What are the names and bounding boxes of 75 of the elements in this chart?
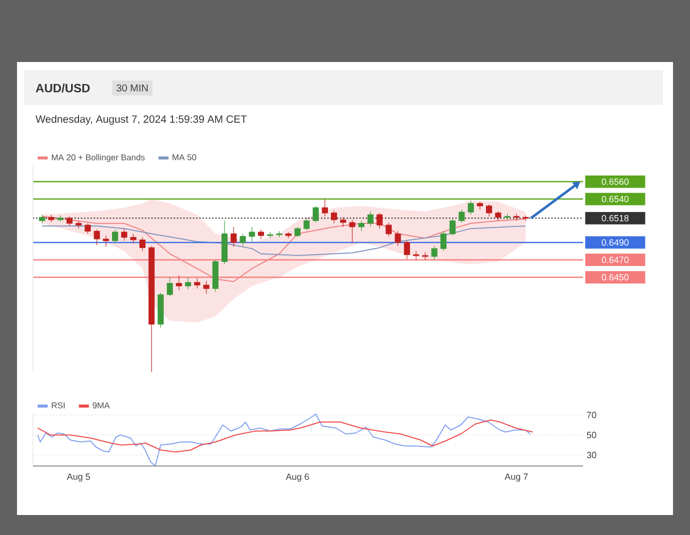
candlestick xyxy=(121,228,128,242)
candlestick xyxy=(513,214,520,222)
legend-label: RSI xyxy=(52,402,65,408)
candlestick xyxy=(185,276,192,290)
candlestick xyxy=(450,218,456,236)
candlestick xyxy=(212,260,218,292)
candlestick xyxy=(358,220,364,232)
y-tick-label: 0.6470 xyxy=(602,256,629,264)
candlestick xyxy=(276,230,282,238)
legend-label: MA 20 + Bollinger Bands xyxy=(52,154,145,162)
candlestick xyxy=(330,210,338,224)
line-series xyxy=(42,225,526,256)
candlestick xyxy=(240,233,246,246)
candlestick xyxy=(340,216,346,228)
chart-title: AUD/USD xyxy=(36,84,90,92)
y-tick-label: 0.6560 xyxy=(602,178,629,185)
candlestick xyxy=(48,214,54,223)
candlestick xyxy=(349,220,356,243)
candlestick xyxy=(413,250,420,260)
candlestick xyxy=(139,236,146,252)
candlestick xyxy=(386,222,392,237)
line-series xyxy=(37,419,534,452)
candlestick xyxy=(166,276,173,297)
candlestick xyxy=(130,233,136,244)
candlestick xyxy=(422,252,428,260)
candlestick xyxy=(285,232,292,238)
candlestick xyxy=(203,280,210,294)
candlestick xyxy=(367,210,374,228)
candlestick xyxy=(194,278,200,289)
candlestick xyxy=(76,220,82,229)
candlestick xyxy=(66,216,73,226)
candlestick xyxy=(248,226,255,243)
candlestick xyxy=(312,206,319,223)
candlestick xyxy=(294,226,301,238)
legend-label: MA 50 xyxy=(172,154,196,160)
y-tick-label: 70 xyxy=(587,412,596,418)
candlestick xyxy=(404,240,410,260)
candlestick xyxy=(458,209,465,223)
candlestick xyxy=(468,200,474,215)
y-tick-label: 0.6518 xyxy=(602,214,629,222)
line-series xyxy=(37,413,531,466)
x-tick-label: Aug 7 xyxy=(504,474,528,482)
chart-subtitle: Wednesday, August 7, 2024 1:59:39 AM CET xyxy=(36,115,247,125)
candlestick xyxy=(112,229,118,244)
candlestick xyxy=(222,220,228,265)
candlestick xyxy=(267,232,274,238)
candlestick xyxy=(102,235,110,248)
legend-label: 9MA xyxy=(92,402,110,408)
candlestick xyxy=(440,230,446,252)
x-tick-label: Aug 6 xyxy=(286,474,309,482)
candlestick xyxy=(376,212,383,229)
candlestick xyxy=(176,275,182,291)
candlestick xyxy=(158,292,164,328)
x-tick-label: Aug 5 xyxy=(66,474,90,482)
candlestick xyxy=(94,229,100,246)
candlestick xyxy=(522,215,529,222)
y-tick-label: 50 xyxy=(586,432,596,438)
candlestick xyxy=(230,226,237,248)
text: 30 MIN xyxy=(116,84,148,92)
y-tick-label: 0.6540 xyxy=(602,196,629,202)
candlestick xyxy=(495,210,502,222)
candlestick xyxy=(431,246,438,260)
candlestick xyxy=(148,246,155,372)
y-tick-label: 0.6450 xyxy=(602,274,629,280)
y-tick-label: 0.6490 xyxy=(602,239,629,246)
candlestick xyxy=(394,230,401,246)
y-tick-label: 30 xyxy=(586,452,596,458)
candlestick xyxy=(504,214,510,220)
candlestick xyxy=(322,198,328,217)
candlestick xyxy=(39,214,46,224)
candlestick xyxy=(486,204,492,217)
candlestick xyxy=(304,218,310,231)
candlestick xyxy=(84,223,91,234)
candlestick xyxy=(476,201,483,210)
candlestick xyxy=(258,229,264,240)
